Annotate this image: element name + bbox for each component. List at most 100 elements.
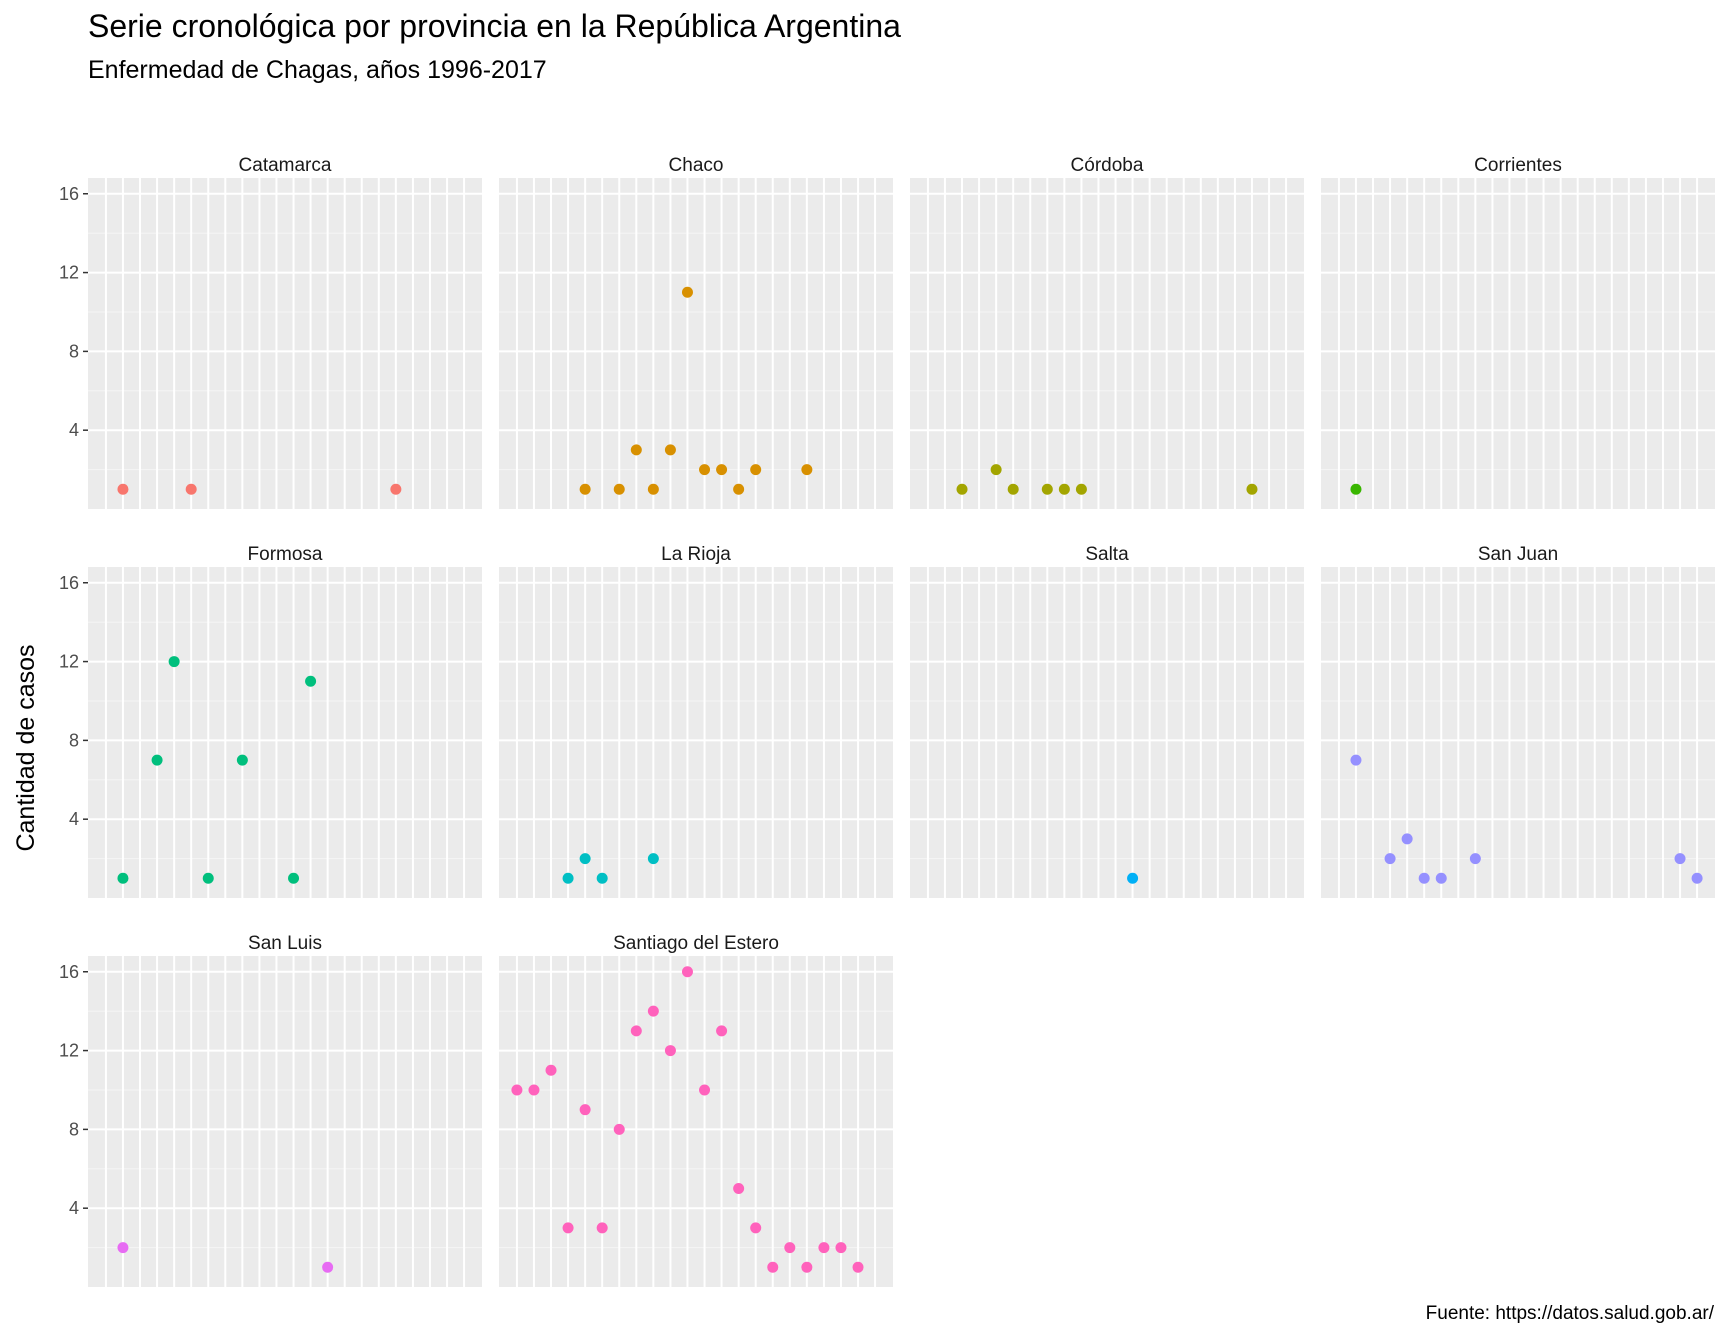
data-point-la-rioja [596, 872, 608, 884]
data-point-la-rioja [579, 853, 591, 865]
chart-title: Serie cronológica por provincia en la Re… [88, 8, 901, 44]
y-tick-label: 16 [59, 962, 79, 982]
data-point-corrientes [1350, 483, 1362, 495]
chart-subtitle: Enfermedad de Chagas, años 1996-2017 [88, 56, 547, 84]
data-point-formosa [168, 656, 180, 668]
y-axis-label: Cantidad de casos [12, 644, 40, 851]
data-point-santiago-del-estero [511, 1084, 523, 1096]
facet-panel-santiago-del-estero [499, 956, 893, 1287]
data-point-formosa [202, 872, 214, 884]
chart-caption: Fuente: https://datos.salud.gob.ar/ [1425, 1303, 1714, 1324]
data-point-san-juan [1350, 754, 1362, 766]
data-point-san-juan [1435, 872, 1447, 884]
data-point-santiago-del-estero [750, 1222, 762, 1234]
data-point-san-juan [1469, 853, 1481, 865]
data-point-chaco [613, 483, 625, 495]
data-point-san-luis [117, 1242, 129, 1254]
y-tick-label: 4 [69, 809, 79, 829]
data-point-santiago-del-estero [784, 1242, 796, 1254]
data-point-formosa [288, 872, 300, 884]
data-point-santiago-del-estero [699, 1084, 711, 1096]
data-point-catamarca [117, 483, 129, 495]
data-point-santiago-del-estero [613, 1123, 625, 1135]
data-point-chaco [630, 444, 642, 456]
facet-strip-catamarca: Catamarca [239, 155, 332, 176]
data-point-santiago-del-estero [664, 1045, 676, 1057]
data-point-santiago-del-estero [528, 1084, 540, 1096]
facet-strip-cordoba: Córdoba [1071, 155, 1144, 176]
y-tick-label: 8 [69, 1119, 79, 1139]
y-tick-label: 12 [59, 652, 79, 672]
facet-strip-salta: Salta [1085, 544, 1129, 565]
data-point-santiago-del-estero [801, 1261, 813, 1273]
data-point-santiago-del-estero [733, 1182, 745, 1194]
facet-strip-formosa: Formosa [248, 544, 323, 565]
data-point-chaco [801, 464, 813, 476]
data-point-chaco [716, 464, 728, 476]
data-point-formosa [305, 675, 317, 687]
data-point-la-rioja [562, 872, 574, 884]
y-tick-label: 8 [69, 730, 79, 750]
data-point-cordoba [1075, 483, 1087, 495]
data-point-san-juan [1401, 833, 1413, 845]
data-point-chaco [579, 483, 591, 495]
facet-strip-chaco: Chaco [669, 155, 724, 176]
y-tick-label: 12 [59, 1041, 79, 1061]
data-point-chaco [733, 483, 745, 495]
data-point-san-juan [1418, 872, 1430, 884]
y-tick-label: 16 [59, 184, 79, 204]
data-point-la-rioja [647, 853, 659, 865]
data-point-santiago-del-estero [545, 1064, 557, 1076]
data-point-santiago-del-estero [818, 1242, 830, 1254]
data-point-san-juan [1384, 853, 1396, 865]
data-point-formosa [236, 754, 248, 766]
data-point-cordoba [990, 464, 1002, 476]
data-point-formosa [151, 754, 163, 766]
data-point-salta [1127, 872, 1139, 884]
data-point-catamarca [390, 483, 402, 495]
data-point-chaco [699, 464, 711, 476]
data-point-san-juan [1674, 853, 1686, 865]
facet-panel-salta [910, 567, 1304, 898]
data-point-santiago-del-estero [596, 1222, 608, 1234]
y-tick-label: 4 [69, 420, 79, 440]
facet-panel-la-rioja [499, 567, 893, 898]
facet-panel-san-juan [1321, 567, 1715, 898]
facet-panel-cordoba [910, 178, 1304, 509]
facet-panel-catamarca [88, 178, 482, 509]
y-tick-label: 4 [69, 1198, 79, 1218]
data-point-santiago-del-estero [579, 1104, 591, 1116]
data-point-santiago-del-estero [681, 966, 693, 978]
data-point-cordoba [1058, 483, 1070, 495]
data-point-cordoba [1041, 483, 1053, 495]
facet-strip-la-rioja: La Rioja [661, 544, 731, 565]
facet-panel-chaco [499, 178, 893, 509]
data-point-santiago-del-estero [852, 1261, 864, 1273]
data-point-chaco [681, 286, 693, 298]
data-point-san-juan [1691, 872, 1703, 884]
facet-strip-santiago-del-estero: Santiago del Estero [613, 933, 779, 954]
data-point-san-luis [322, 1261, 334, 1273]
data-point-chaco [750, 464, 762, 476]
facet-strip-san-juan: San Juan [1478, 544, 1558, 565]
data-point-cordoba [1246, 483, 1258, 495]
data-point-santiago-del-estero [562, 1222, 574, 1234]
y-tick-label: 12 [59, 263, 79, 283]
facet-strip-san-luis: San Luis [248, 933, 322, 954]
data-point-santiago-del-estero [647, 1005, 659, 1017]
y-tick-label: 8 [69, 341, 79, 361]
data-point-chaco [664, 444, 676, 456]
facet-panel-formosa [88, 567, 482, 898]
data-point-santiago-del-estero [835, 1242, 847, 1254]
data-point-santiago-del-estero [630, 1025, 642, 1037]
data-point-formosa [117, 872, 129, 884]
data-point-cordoba [956, 483, 968, 495]
y-tick-label: 16 [59, 573, 79, 593]
data-point-catamarca [185, 483, 197, 495]
facet-panel-corrientes [1321, 178, 1715, 509]
data-point-santiago-del-estero [767, 1261, 779, 1273]
facet-strip-corrientes: Corrientes [1474, 155, 1562, 176]
data-point-cordoba [1007, 483, 1019, 495]
facet-panel-san-luis [88, 956, 482, 1287]
